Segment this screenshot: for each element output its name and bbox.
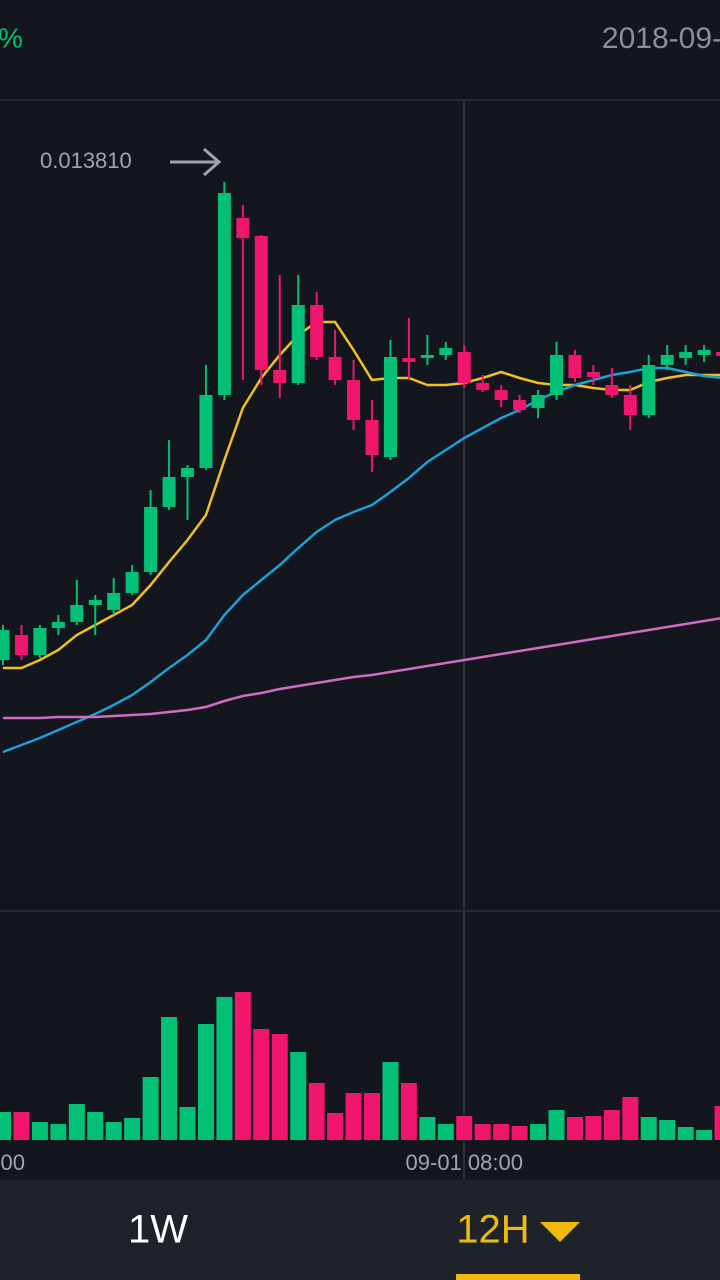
volume-bar	[585, 1116, 602, 1140]
volume-bar	[50, 1124, 67, 1140]
volume-bar	[640, 1117, 657, 1140]
timeframe-tab[interactable]: 12H	[456, 1208, 529, 1252]
volume-bar	[548, 1110, 565, 1140]
volume-bar	[474, 1124, 491, 1140]
candle-body	[125, 572, 139, 593]
volume-bar	[105, 1122, 122, 1140]
dropdown-arrow[interactable]	[540, 1222, 580, 1242]
volume-bar	[677, 1127, 694, 1140]
candle-body	[51, 622, 65, 628]
volume-bar	[197, 1024, 214, 1140]
tab-bar	[0, 1180, 720, 1280]
volume-bar	[659, 1120, 676, 1140]
candle-body	[328, 357, 342, 380]
volume-bar	[696, 1130, 713, 1140]
candle-body	[531, 395, 545, 408]
moving-average-line	[3, 320, 720, 670]
candle-body	[107, 593, 121, 610]
volume-bar	[31, 1122, 48, 1140]
candle-body	[88, 600, 102, 605]
candle-body	[586, 372, 600, 377]
x-tick-label: 00	[1, 1150, 25, 1175]
candle-body	[402, 358, 416, 362]
change-percent: %	[0, 22, 23, 53]
volume-bar	[13, 1112, 30, 1140]
moving-average-line	[3, 617, 720, 720]
candle-body	[679, 352, 693, 358]
candle-body	[217, 193, 231, 395]
candle-body	[291, 305, 305, 383]
volume-bar	[179, 1107, 196, 1140]
volume-bar	[290, 1052, 307, 1140]
candle-body	[716, 352, 720, 356]
candle-body	[383, 357, 397, 457]
volume-bar	[271, 1034, 288, 1140]
volume-bar	[493, 1124, 510, 1140]
candle-body	[550, 355, 563, 395]
volume-bar	[308, 1083, 325, 1140]
high-price-arrow	[170, 147, 222, 177]
candle-body	[642, 365, 656, 415]
date-time: 2018-09-	[602, 22, 720, 55]
candle-body	[513, 400, 527, 410]
candle-body	[365, 420, 379, 455]
candle-body	[33, 628, 47, 655]
candle-body	[623, 395, 637, 415]
volume-bar	[142, 1077, 159, 1140]
candle-body	[144, 507, 158, 572]
volume-bar	[87, 1112, 104, 1140]
volume-bar	[216, 997, 233, 1140]
volume-bar	[382, 1062, 399, 1140]
candle-body	[254, 236, 268, 370]
x-tick-label: 09-01 08:00	[406, 1150, 523, 1175]
candle-body	[236, 218, 250, 238]
volume-bar	[456, 1116, 473, 1140]
candle-body	[476, 383, 490, 390]
active-tab-indicator	[456, 1274, 580, 1280]
volume-bar	[0, 1112, 11, 1140]
volume-bar	[124, 1118, 141, 1140]
candle-body	[347, 380, 361, 420]
volume-bar	[345, 1093, 362, 1140]
volume-bar	[68, 1104, 85, 1140]
candle-body	[199, 395, 213, 468]
candle-body	[439, 348, 453, 355]
volume-bar	[400, 1083, 417, 1140]
volume-bar	[622, 1097, 639, 1140]
candle-body	[420, 355, 434, 358]
candle-body	[494, 390, 508, 400]
volume-bar	[437, 1124, 454, 1140]
candle-body	[310, 305, 324, 357]
candle-body	[660, 355, 674, 365]
timeframe-tab[interactable]: 1W	[128, 1208, 188, 1252]
volume-bar	[714, 1106, 720, 1140]
candle-body	[70, 605, 84, 622]
moving-average-line	[2, 366, 720, 754]
candle-body	[162, 477, 176, 507]
volume-bar	[364, 1093, 380, 1140]
volume-bar	[161, 1017, 178, 1140]
high-price-label: 0.013810	[40, 148, 132, 173]
candle-body	[181, 468, 194, 477]
volume-bar	[234, 992, 251, 1140]
candle-body	[568, 355, 582, 378]
volume-bar	[253, 1029, 270, 1140]
volume-bar	[327, 1113, 344, 1140]
volume-bar	[603, 1110, 620, 1140]
candle-body	[0, 630, 10, 660]
candle-body	[14, 635, 28, 655]
volume-bar	[419, 1117, 436, 1140]
volume-bar	[566, 1117, 583, 1140]
candle-body	[273, 370, 287, 383]
volume-bar	[511, 1126, 528, 1140]
candle-body	[697, 350, 711, 355]
candle-body	[457, 352, 471, 383]
volume-bar	[530, 1124, 547, 1140]
candle-body	[605, 385, 619, 395]
